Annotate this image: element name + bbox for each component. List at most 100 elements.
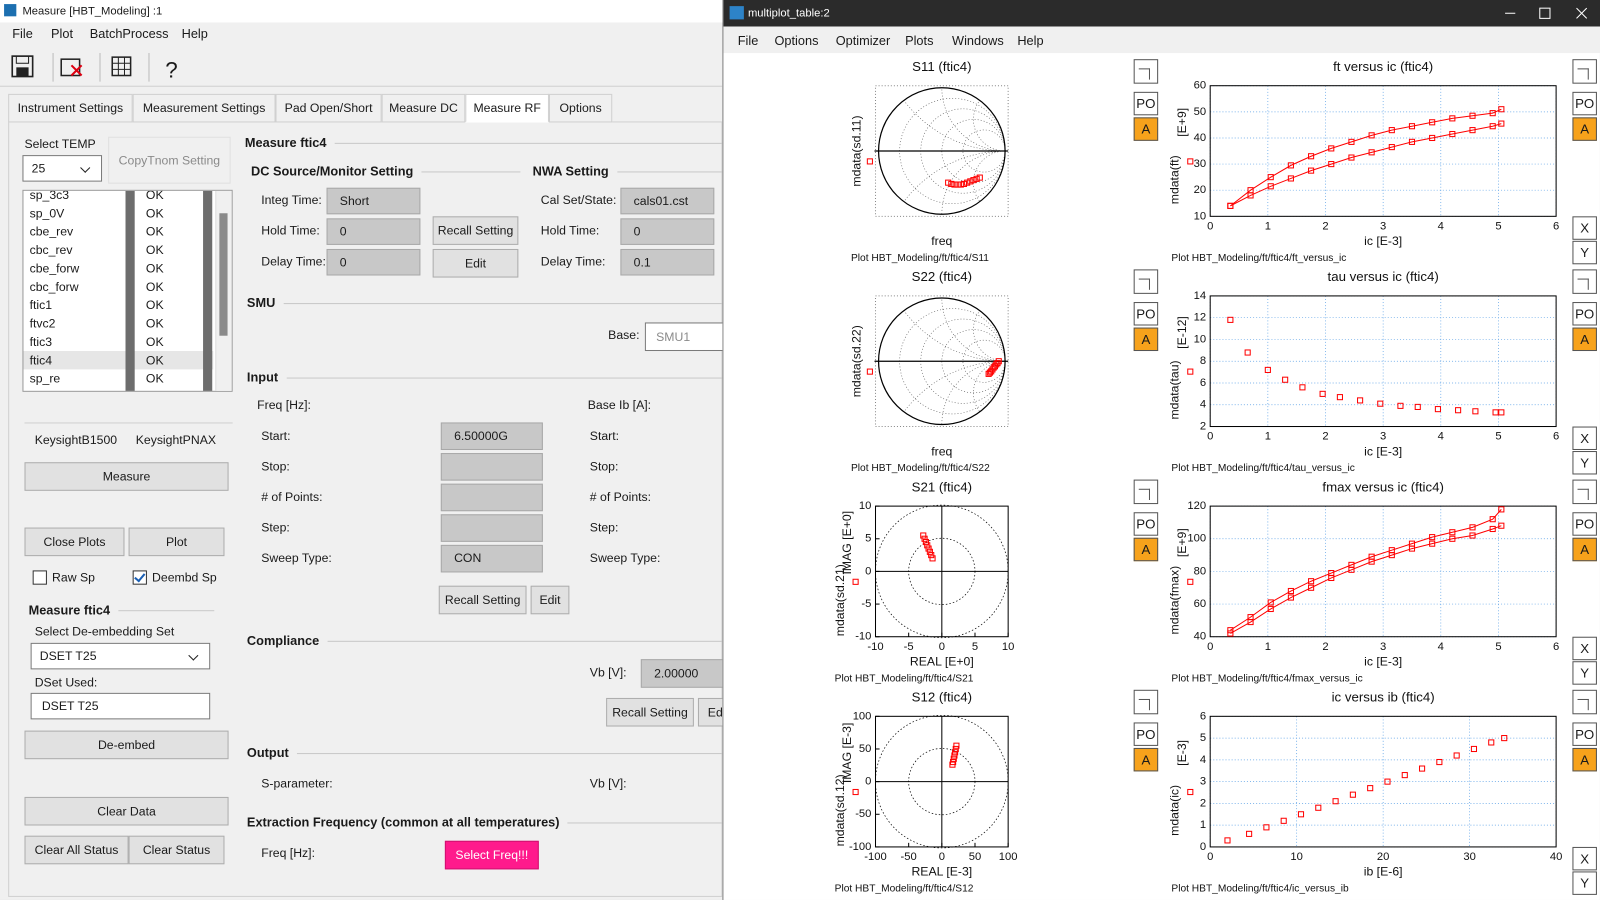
help-button[interactable]: ? (165, 58, 177, 76)
button[interactable]: Recall Setting (606, 698, 694, 727)
button[interactable]: Clear Data (24, 797, 228, 826)
a-button[interactable]: A (1572, 538, 1596, 561)
list-row[interactable]: ftvc2OK (23, 314, 213, 332)
tab[interactable]: Measure DC (382, 94, 466, 123)
window-icon-inner (1139, 279, 1150, 290)
field[interactable]: cals01.cst (620, 188, 714, 215)
y-button[interactable]: Y (1572, 661, 1596, 684)
label: # of Points: (590, 488, 651, 506)
field[interactable]: Short (327, 188, 421, 215)
list-row[interactable]: ftic1OK (23, 296, 213, 314)
list-row[interactable]: ftic3OK (23, 333, 213, 351)
list-row[interactable]: cbe_revOK (23, 222, 213, 240)
button[interactable]: Select Freq!!! (445, 841, 539, 870)
a-button[interactable]: A (1134, 117, 1158, 140)
menu-item[interactable]: Windows (952, 32, 1004, 50)
list-row[interactable]: ftic4OK (23, 351, 213, 369)
po-button[interactable]: PO (1134, 722, 1158, 745)
label: Vb [V]: (590, 774, 627, 792)
x-button[interactable]: X (1572, 847, 1596, 870)
button[interactable]: CopyTnom Setting (108, 137, 230, 184)
po-button[interactable]: PO (1134, 512, 1158, 535)
list-row[interactable]: sp_0VOK (23, 204, 213, 222)
button[interactable]: Plot (129, 528, 225, 557)
list-row[interactable]: cbc_forwOK (23, 278, 213, 296)
button[interactable]: Measure (24, 462, 228, 491)
button[interactable]: Edit (433, 249, 519, 278)
y-button[interactable]: Y (1572, 241, 1596, 264)
a-button[interactable]: A (1572, 748, 1596, 771)
field[interactable]: 0.1 (620, 249, 714, 276)
po-button[interactable]: PO (1572, 302, 1596, 325)
field[interactable]: 6.50000G (441, 422, 543, 450)
button[interactable]: De-embed (24, 731, 228, 760)
button[interactable]: Recall Setting (433, 216, 519, 245)
tab[interactable]: Options (549, 94, 612, 123)
field[interactable] (441, 453, 543, 481)
menu-item[interactable]: Plot (51, 24, 73, 42)
menu-item[interactable]: Options (774, 32, 818, 50)
window-icon-inner (1578, 68, 1589, 79)
a-button[interactable]: A (1572, 117, 1596, 140)
button[interactable]: Edit (698, 698, 722, 727)
window-icon[interactable] (1134, 480, 1158, 504)
window-icon[interactable] (1134, 690, 1158, 714)
field[interactable]: CON (441, 545, 543, 573)
y-button[interactable]: Y (1572, 871, 1596, 894)
text-input[interactable]: DSET T25 (31, 693, 211, 720)
po-button[interactable]: PO (1134, 92, 1158, 115)
tab[interactable]: Instrument Settings (8, 94, 132, 123)
tab[interactable]: Measurement Settings (133, 94, 276, 123)
po-button[interactable]: PO (1134, 302, 1158, 325)
tab[interactable]: Pad Open/Short (276, 94, 382, 123)
window-icon[interactable] (1572, 480, 1596, 504)
a-button[interactable]: A (1134, 748, 1158, 771)
x-button[interactable]: X (1572, 637, 1596, 660)
list-row[interactable]: sp_3c3OK (23, 190, 213, 204)
label: Freq [Hz]: (261, 844, 315, 862)
window-icon[interactable] (1572, 269, 1596, 293)
field[interactable] (441, 484, 543, 512)
field[interactable]: 2.00000 (641, 659, 723, 688)
menu-item[interactable]: File (738, 32, 759, 50)
menu-item[interactable]: Plots (905, 32, 933, 50)
menu-item[interactable]: File (12, 24, 33, 42)
x-button[interactable]: X (1572, 216, 1596, 239)
a-button[interactable]: A (1134, 328, 1158, 351)
field[interactable]: SMU1 (645, 322, 723, 351)
menu-item[interactable]: Optimizer (836, 32, 891, 50)
po-button[interactable]: PO (1572, 92, 1596, 115)
button[interactable]: Clear All Status (24, 836, 128, 865)
y-button[interactable]: Y (1572, 451, 1596, 474)
field[interactable]: 0 (327, 249, 421, 276)
window-icon[interactable] (1134, 59, 1158, 83)
window-controls[interactable] (1495, 4, 1597, 22)
po-button[interactable]: PO (1572, 722, 1596, 745)
field[interactable]: 0 (327, 218, 421, 245)
menu-item[interactable]: Help (1017, 32, 1043, 50)
po-button[interactable]: PO (1572, 512, 1596, 535)
window-icon[interactable] (1134, 269, 1158, 293)
deembed-select[interactable]: DSET T25 (31, 643, 211, 670)
list-row[interactable]: cbe_forwOK (23, 259, 213, 277)
button[interactable]: Recall Setting (439, 586, 527, 615)
window-icon[interactable] (1572, 59, 1596, 83)
x-button[interactable]: X (1572, 427, 1596, 450)
checkbox[interactable] (33, 570, 47, 584)
menu-item[interactable]: Help (182, 24, 208, 42)
window-icon[interactable] (1572, 690, 1596, 714)
list-row[interactable]: cbc_revOK (23, 241, 213, 259)
setup-status: OK (146, 204, 164, 222)
tab[interactable]: Measure RF (465, 94, 549, 123)
a-button[interactable]: A (1134, 538, 1158, 561)
button[interactable]: Close Plots (24, 528, 124, 557)
button[interactable]: Edit (531, 586, 570, 615)
menu-item[interactable]: BatchProcess (90, 24, 169, 42)
temp-select[interactable]: 25 (22, 155, 102, 182)
list-row[interactable]: sp_reOK (23, 369, 213, 387)
button[interactable]: Clear Status (129, 836, 225, 865)
window-icon-inner (1578, 279, 1589, 290)
field[interactable]: 0 (620, 218, 714, 245)
field[interactable] (441, 514, 543, 542)
a-button[interactable]: A (1572, 328, 1596, 351)
